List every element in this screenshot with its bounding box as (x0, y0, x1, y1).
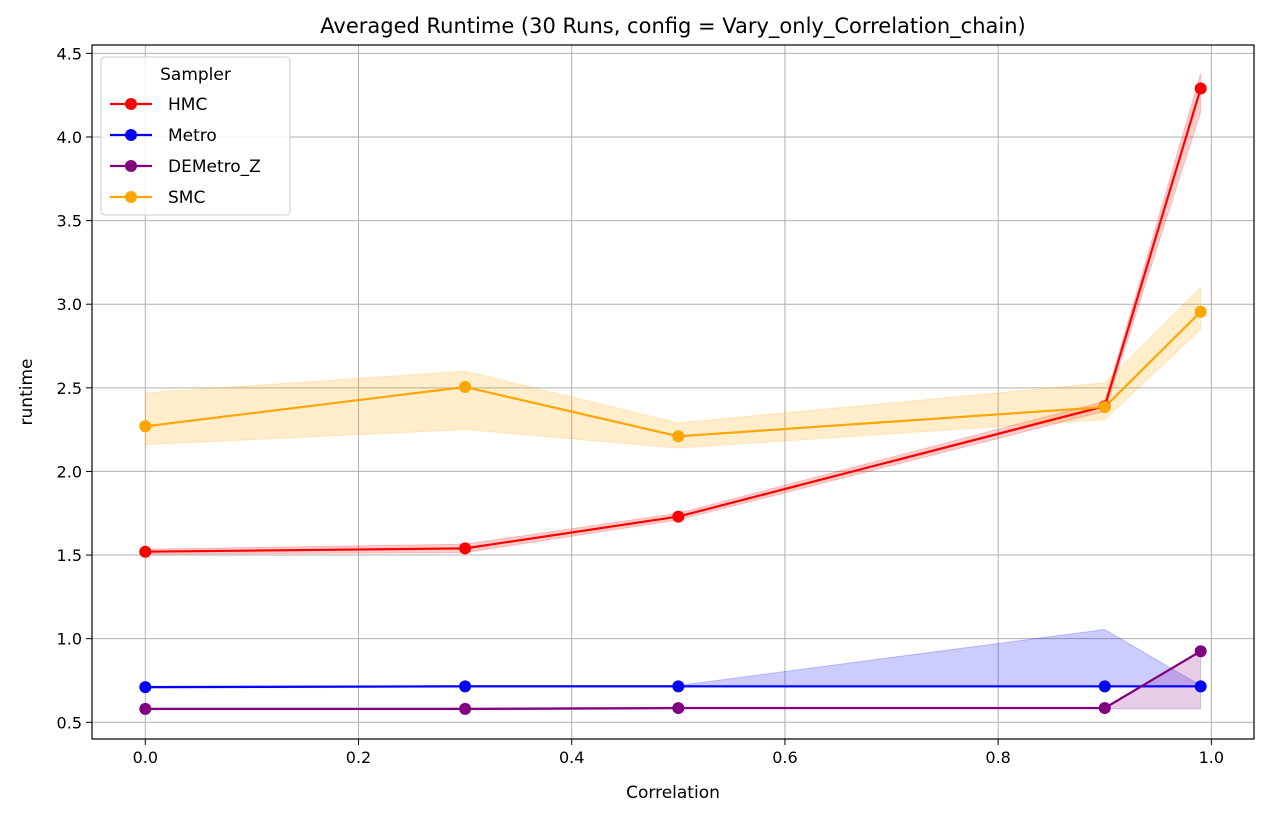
y-tick-label: 3.0 (57, 295, 82, 314)
chart-title: Averaged Runtime (30 Runs, config = Vary… (320, 14, 1025, 39)
metro-legend-marker (125, 129, 137, 141)
smc-legend-label: SMC (168, 188, 205, 208)
smc-data-point (139, 420, 152, 433)
demetro-z-data-point (1194, 645, 1207, 658)
demetro-z-data-point (459, 702, 472, 715)
metro-data-point (139, 681, 152, 694)
legend: Sampler HMC Metro DEMetro_Z SMC (100, 56, 291, 216)
hmc-legend-label: HMC (168, 95, 207, 115)
confidence-bands (144, 73, 1202, 711)
demetro-z-data-point (139, 702, 152, 715)
legend-items: HMC Metro DEMetro_Z SMC (110, 95, 261, 208)
smc-data-point (1194, 305, 1207, 318)
y-axis-label: runtime (17, 359, 37, 426)
smc-confidence-band (144, 286, 1202, 449)
series-points (139, 82, 1207, 715)
y-tick-label: 2.5 (57, 379, 82, 398)
hmc-confidence-band (144, 73, 1202, 555)
x-tick-label: 0.4 (559, 748, 584, 767)
metro-data-point (1098, 680, 1111, 693)
x-tick-label: 0.8 (985, 748, 1010, 767)
x-tick-label: 0.0 (133, 748, 158, 767)
grid-layer (92, 45, 1254, 739)
x-tick-label: 0.2 (346, 748, 371, 767)
legend-box (100, 56, 291, 216)
metro-legend-label: Metro (168, 126, 217, 146)
y-tick-label: 1.0 (57, 630, 82, 649)
demetro-z-data-point (1098, 702, 1111, 715)
y-tick-label: 1.5 (57, 546, 82, 565)
demetro-z-data-point (672, 702, 685, 715)
y-tick-label: 3.5 (57, 212, 82, 231)
x-tick-label: 1.0 (1199, 748, 1224, 767)
hmc-series-line (145, 88, 1202, 553)
x-tick-label: 0.6 (772, 748, 797, 767)
demetro-z-legend-label: DEMetro_Z (168, 157, 261, 177)
hmc-data-point (459, 542, 472, 555)
demetro-z-legend-marker (125, 160, 137, 172)
x-axis-label: Correlation (626, 783, 720, 803)
legend-title: Sampler (160, 65, 231, 85)
hmc-data-point (139, 545, 152, 558)
metro-data-point (1194, 680, 1207, 693)
hmc-legend-marker (125, 98, 137, 110)
y-axis-ticks: 0.5 1.0 1.5 2.0 2.5 3.0 3.5 4.0 4.5 (57, 44, 92, 732)
y-tick-label: 0.5 (57, 713, 82, 732)
smc-data-point (459, 380, 472, 393)
metro-data-point (459, 680, 472, 693)
y-tick-label: 4.0 (57, 128, 82, 147)
y-tick-label: 2.0 (57, 462, 82, 481)
y-tick-label: 4.5 (57, 44, 82, 63)
hmc-data-point (1194, 82, 1207, 95)
x-axis-ticks: 0.0 0.2 0.4 0.6 0.8 1.0 (133, 739, 1224, 767)
metro-data-point (672, 680, 685, 693)
hmc-data-point (672, 510, 685, 523)
smc-data-point (1098, 401, 1111, 414)
smc-legend-marker (125, 191, 137, 203)
plot-frame (91, 44, 1255, 740)
smc-data-point (672, 430, 685, 443)
